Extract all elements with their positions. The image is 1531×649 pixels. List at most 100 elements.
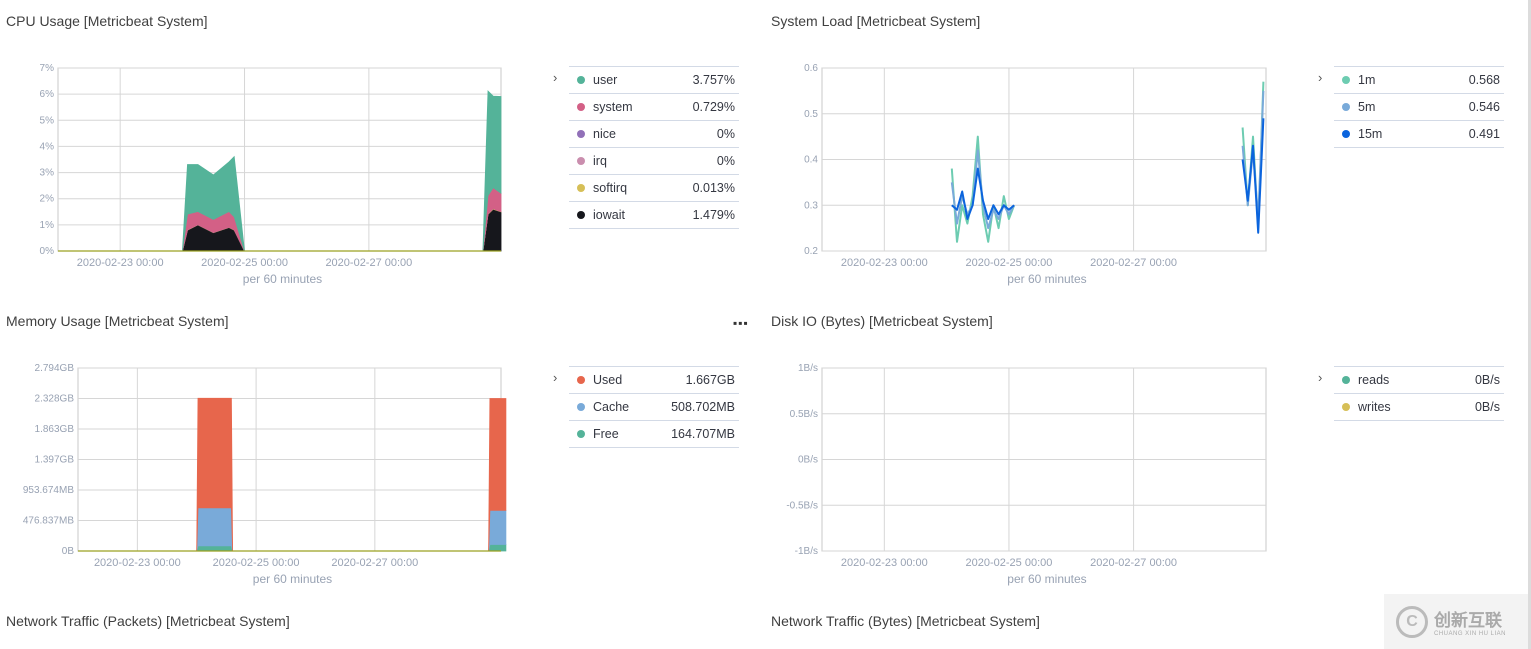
legend-item-user[interactable]: user 3.757% <box>569 66 739 93</box>
y-tick-label: 7% <box>40 63 55 74</box>
y-tick-label: 953.674MB <box>23 485 74 496</box>
area-series-free <box>78 544 507 552</box>
legend-value: 0.491 <box>1468 127 1500 141</box>
x-tick-label: 2020-02-25 00:00 <box>966 257 1053 269</box>
area-series-irq <box>58 208 502 252</box>
legend-value: 0B/s <box>1474 400 1500 414</box>
load-legend: 1m 0.568 5m 0.546 15m 0.491 <box>1334 66 1504 148</box>
legend-color-dot[interactable] <box>577 184 585 192</box>
x-tick-label: 2020-02-25 00:00 <box>966 557 1053 569</box>
load-panel-title: System Load [Metricbeat System] <box>771 13 981 29</box>
cpu-usage-chart[interactable]: 0% 1% 2% 3% 4% 5% 6% 7% 2020-02-23 00:00 2020-02-… <box>0 55 520 295</box>
legend-label: Cache <box>593 400 630 414</box>
legend-item-1m[interactable]: 1m 0.568 <box>1334 66 1504 93</box>
x-axis-label: per 60 minutes <box>1007 272 1086 286</box>
x-axis-label: per 60 minutes <box>253 572 332 586</box>
legend-item-softirq[interactable]: softirq 0.013% <box>569 174 739 201</box>
y-tick-label: 0.2 <box>804 246 818 257</box>
legend-value: 3.757% <box>692 73 735 87</box>
x-tick-label: 2020-02-27 00:00 <box>325 257 412 269</box>
legend-item-free[interactable]: Free 164.707MB <box>569 420 739 448</box>
y-tick-label: 6% <box>40 89 55 100</box>
legend-color-dot[interactable] <box>1342 76 1350 84</box>
legend-color-dot[interactable] <box>1342 130 1350 138</box>
legend-color-dot[interactable] <box>1342 376 1350 384</box>
y-tick-label: 0.6 <box>804 63 818 74</box>
legend-item-system[interactable]: system 0.729% <box>569 93 739 120</box>
x-tick-label: 2020-02-27 00:00 <box>1090 557 1177 569</box>
legend-value: 164.707MB <box>671 427 735 441</box>
watermark-logo: C 创新互联 CHUANG XIN HU LIAN <box>1384 594 1531 649</box>
line-series-15m <box>951 167 1015 220</box>
legend-color-dot[interactable] <box>577 76 585 84</box>
y-tick-label: -0.5B/s <box>786 500 818 511</box>
net-bytes-panel-title: Network Traffic (Bytes) [Metricbeat Syst… <box>771 613 1040 629</box>
legend-value: 0.546 <box>1468 100 1500 114</box>
y-tick-label: 0B <box>62 546 75 557</box>
system-load-chart[interactable]: 0.2 0.3 0.4 0.5 0.6 2020-02-23 00:00 2020-02-2… <box>765 55 1285 295</box>
legend-label: 1m <box>1358 73 1376 87</box>
y-tick-label: 0.4 <box>804 155 818 166</box>
legend-label: Free <box>593 427 619 441</box>
watermark-circle-icon: C <box>1396 605 1428 638</box>
legend-color-dot[interactable] <box>1342 103 1350 111</box>
legend-color-dot[interactable] <box>577 157 585 165</box>
legend-item-nice[interactable]: nice 0% <box>569 120 739 147</box>
legend-value: 1.479% <box>692 208 735 222</box>
legend-color-dot[interactable] <box>577 403 585 411</box>
y-tick-label: 4% <box>40 141 55 152</box>
legend-item-15m[interactable]: 15m 0.491 <box>1334 120 1504 148</box>
legend-item-5m[interactable]: 5m 0.546 <box>1334 93 1504 120</box>
y-tick-label: 0.5B/s <box>790 409 818 420</box>
watermark-sub-text: CHUANG XIN HU LIAN <box>1434 631 1507 637</box>
legend-label: irq <box>593 154 607 168</box>
legend-color-dot[interactable] <box>577 376 585 384</box>
legend-color-dot[interactable] <box>577 130 585 138</box>
memory-legend: Used 1.667GB Cache 508.702MB Free 164.707MB <box>569 366 739 448</box>
legend-item-iowait[interactable]: iowait 1.479% <box>569 201 739 229</box>
cpu-legend-toggle-chevron-icon[interactable]: › <box>553 70 558 85</box>
area-series-system <box>58 187 502 252</box>
y-tick-label: 1.863GB <box>35 424 75 435</box>
area-series-user <box>58 90 502 252</box>
disk-io-chart[interactable]: -1B/s -0.5B/s 0B/s 0.5B/s 1B/s 2020-02-23 00:… <box>765 355 1285 595</box>
x-tick-label: 2020-02-23 00:00 <box>77 257 164 269</box>
legend-value: 0.568 <box>1468 73 1500 87</box>
legend-label: 5m <box>1358 100 1376 114</box>
legend-item-cache[interactable]: Cache 508.702MB <box>569 393 739 420</box>
memory-legend-toggle-chevron-icon[interactable]: › <box>553 370 558 385</box>
y-tick-label: 2% <box>40 194 55 205</box>
x-tick-label: 2020-02-25 00:00 <box>213 557 300 569</box>
y-tick-label: -1B/s <box>795 546 818 557</box>
cpu-panel-title: CPU Usage [Metricbeat System] <box>6 13 208 29</box>
x-tick-label: 2020-02-23 00:00 <box>94 557 181 569</box>
panel-options-button[interactable]: ▪▪▪ <box>733 316 749 330</box>
plot-frame <box>57 67 502 252</box>
legend-label: nice <box>593 127 616 141</box>
x-tick-label: 2020-02-27 00:00 <box>1090 257 1177 269</box>
x-tick-label: 2020-02-27 00:00 <box>331 557 418 569</box>
legend-label: 15m <box>1358 127 1383 141</box>
legend-item-writes[interactable]: writes 0B/s <box>1334 393 1504 421</box>
cpu-legend: user 3.757% system 0.729% nice 0% irq 0% softirq… <box>569 66 739 229</box>
x-tick-label: 2020-02-23 00:00 <box>841 257 928 269</box>
legend-item-reads[interactable]: reads 0B/s <box>1334 366 1504 393</box>
disk-legend-toggle-chevron-icon[interactable]: › <box>1318 370 1323 385</box>
y-tick-label: 0.3 <box>804 200 818 211</box>
legend-item-irq[interactable]: irq 0% <box>569 147 739 174</box>
memory-usage-chart[interactable]: 0B 476.837MB 953.674MB 1.397GB 1.863GB 2.328G… <box>0 355 520 595</box>
load-legend-toggle-chevron-icon[interactable]: › <box>1318 70 1323 85</box>
legend-value: 1.667GB <box>685 373 735 387</box>
area-series-cache <box>78 507 507 552</box>
legend-item-used[interactable]: Used 1.667GB <box>569 366 739 393</box>
page-scrollbar[interactable] <box>1528 0 1531 649</box>
legend-color-dot[interactable] <box>577 211 585 219</box>
legend-label: reads <box>1358 373 1390 387</box>
legend-color-dot[interactable] <box>1342 403 1350 411</box>
y-tick-label: 2.794GB <box>35 363 75 374</box>
legend-color-dot[interactable] <box>577 103 585 111</box>
legend-label: softirq <box>593 181 628 195</box>
y-tick-label: 476.837MB <box>23 516 74 527</box>
legend-color-dot[interactable] <box>577 430 585 438</box>
y-tick-label: 3% <box>40 168 55 179</box>
